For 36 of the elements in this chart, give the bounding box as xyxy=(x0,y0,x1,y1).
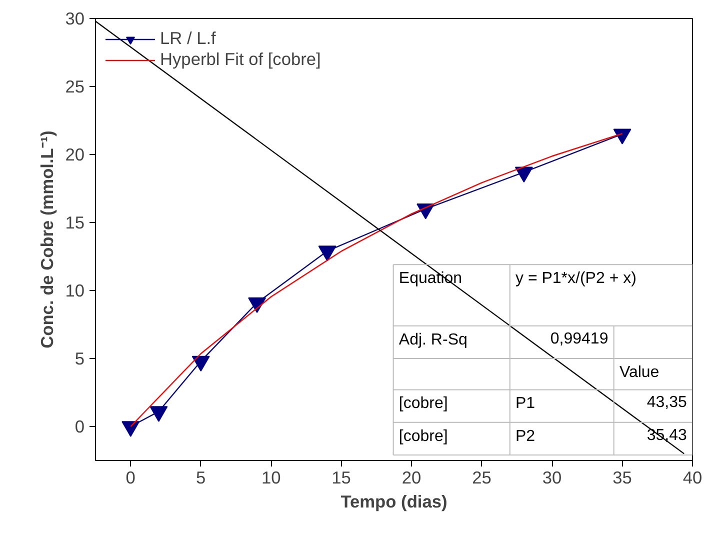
x-axis-title: Tempo (dias) xyxy=(340,492,448,512)
point xyxy=(613,128,632,144)
y-tick-label: 10 xyxy=(65,280,85,300)
annotation: y = P1*x/(P2 + x) xyxy=(516,270,636,288)
x-tick-label: 20 xyxy=(402,468,422,488)
x-tick-label: 40 xyxy=(682,468,702,488)
point xyxy=(318,246,336,262)
point xyxy=(514,166,533,182)
x-tick-label: 25 xyxy=(472,468,492,488)
legend-label: LR / L.f xyxy=(160,28,216,49)
x-tick-label: 35 xyxy=(612,468,632,488)
y-tick-label: 0 xyxy=(74,416,85,436)
x-tick-label: 0 xyxy=(126,468,136,488)
annotation: Value xyxy=(619,364,660,381)
x-tick-label: 15 xyxy=(332,468,351,488)
point xyxy=(248,297,266,314)
annotation: [cobre] xyxy=(398,428,448,445)
point xyxy=(192,356,210,372)
legend-label: Hyperbl Fit of [cobre] xyxy=(160,49,321,70)
y-tick-label: 20 xyxy=(65,144,85,164)
y-tick-label: 5 xyxy=(74,348,85,368)
y-tick-label: 15 xyxy=(65,212,85,232)
y-axis-title: Conc. de Cobre (mmol.L⁻¹) xyxy=(37,130,58,348)
annotation: [cobre] xyxy=(398,395,448,412)
x-tick-label: 10 xyxy=(261,468,281,488)
point xyxy=(150,406,168,422)
y-tick-label: 25 xyxy=(65,76,85,96)
y-tick-label: 30 xyxy=(65,8,85,28)
x-tick-label: 5 xyxy=(196,468,206,488)
x-tick-label: 30 xyxy=(542,468,562,488)
annotation: Adj. R-Sq xyxy=(398,331,468,348)
annotation: 43,35 xyxy=(646,394,687,412)
annotation: 0,99419 xyxy=(550,330,608,348)
annotation: P1 xyxy=(516,395,536,412)
annotation: P2 xyxy=(516,428,536,445)
point xyxy=(122,421,140,437)
